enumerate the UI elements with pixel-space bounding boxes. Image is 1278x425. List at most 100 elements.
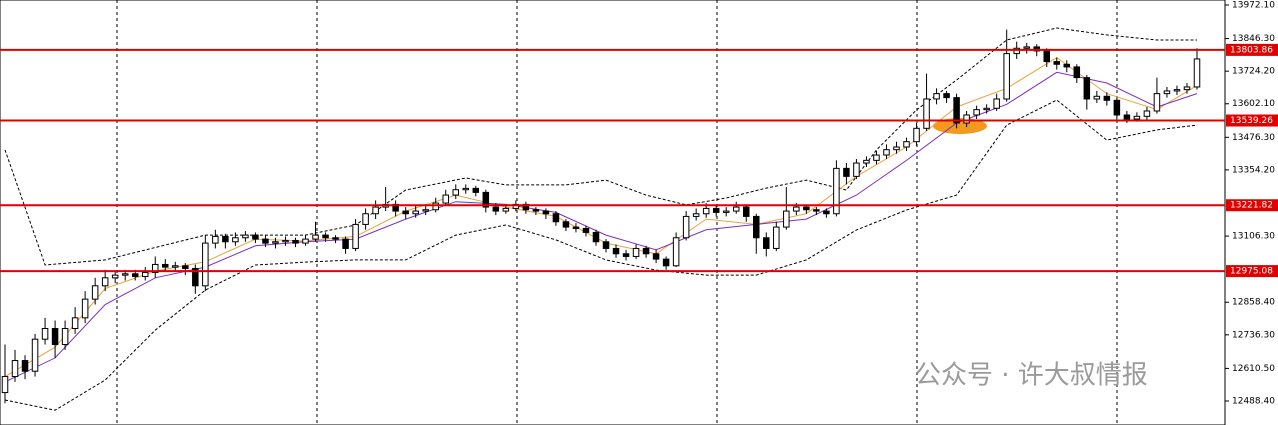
candle-body (1123, 114, 1131, 120)
candle-body (1083, 77, 1091, 100)
candle-body (151, 263, 159, 273)
candle-body (312, 234, 319, 240)
candle-body (1143, 110, 1151, 117)
candle-body (482, 191, 490, 208)
candle-body (893, 146, 900, 151)
candle-body (322, 234, 329, 239)
plot-frame (0, 0, 1226, 425)
level-label-box (1226, 199, 1278, 212)
candle-body (242, 234, 249, 239)
candle-body (923, 98, 930, 129)
y-tick-label: 13846.30 (1232, 34, 1275, 44)
candle-body (51, 328, 59, 346)
candle-body (662, 258, 670, 267)
candle-body (101, 277, 109, 287)
candle-body (172, 265, 179, 268)
level-label: 12975.08 (1230, 267, 1273, 277)
level-label-box (1226, 43, 1278, 56)
candle-body (262, 238, 269, 244)
candle-body (41, 328, 49, 340)
candle-body (412, 210, 419, 215)
candle-body (943, 93, 950, 99)
candle-body (993, 98, 1000, 109)
level-label-box (1226, 114, 1278, 127)
candle-body (572, 226, 580, 229)
candle-body (652, 253, 660, 260)
candle-body (182, 265, 189, 269)
candle-body (1003, 53, 1010, 100)
y-tick-label: 13476.30 (1232, 133, 1275, 143)
candle-body (222, 235, 229, 243)
candle-body (903, 141, 910, 148)
level-label: 13539.26 (1230, 116, 1273, 126)
candle-body (372, 206, 379, 215)
candle-body (352, 223, 359, 249)
candle-body (362, 213, 369, 225)
candle-body (162, 263, 169, 268)
candle-body (562, 221, 570, 228)
candle-body (61, 328, 69, 346)
candle-body (1013, 47, 1020, 55)
candle-body (81, 298, 89, 319)
candle-body (442, 194, 449, 204)
candle-body (702, 207, 710, 215)
candle-body (783, 210, 790, 228)
candle-body (973, 109, 980, 116)
candle-body (532, 209, 540, 212)
y-tick-label: 13354.20 (1232, 165, 1275, 175)
candle-body (192, 267, 199, 287)
candle-body (292, 239, 299, 244)
candle-body (763, 237, 770, 249)
level-label: 13221.82 (1230, 201, 1273, 211)
y-tick-label: 13724.20 (1232, 67, 1275, 77)
candle-body (933, 93, 940, 100)
candle-body (873, 154, 880, 161)
candle-body (332, 237, 339, 240)
candle-body (642, 247, 650, 255)
candle-body (1063, 63, 1071, 68)
candle-body (1093, 95, 1101, 100)
candle-body (91, 285, 99, 300)
candle-body (1163, 90, 1171, 95)
y-tick-label: 13972.10 (1232, 0, 1275, 10)
candle-body (1073, 66, 1081, 79)
candle-body (602, 241, 610, 249)
candle-body (853, 162, 860, 177)
watermark: 公众号 · 许大叔情报 (915, 361, 1148, 391)
candle-body (863, 159, 870, 164)
candle-body (773, 226, 780, 249)
candle-body (452, 189, 460, 196)
candle-body (953, 97, 960, 124)
candle-body (963, 114, 970, 124)
candle-body (252, 234, 259, 240)
candle-body (1173, 89, 1181, 92)
candle-body (71, 317, 79, 330)
candle-body (302, 238, 309, 244)
candle-body (552, 213, 560, 223)
candle-body (1113, 99, 1121, 116)
candle-body (1, 376, 9, 394)
candle-body (682, 215, 690, 239)
candle-body (1133, 115, 1141, 120)
candle-body (402, 210, 409, 215)
candle-body (202, 242, 209, 287)
level-label-box (1226, 265, 1278, 278)
candle-body (432, 202, 439, 211)
candle-body (913, 127, 920, 143)
candle-body (282, 239, 289, 243)
candle-body (983, 107, 990, 111)
candle-body (141, 271, 149, 277)
candle-body (131, 273, 139, 277)
candle-body (823, 210, 830, 215)
candle-body (753, 215, 760, 239)
candle-body (1183, 86, 1191, 91)
candle-body (582, 227, 590, 233)
candle-body (833, 167, 840, 215)
candle-body (1043, 50, 1051, 63)
candle-body (692, 213, 700, 217)
y-tick-label: 12488.40 (1232, 397, 1275, 407)
candle-body (1153, 93, 1161, 112)
candle-body (542, 210, 550, 215)
